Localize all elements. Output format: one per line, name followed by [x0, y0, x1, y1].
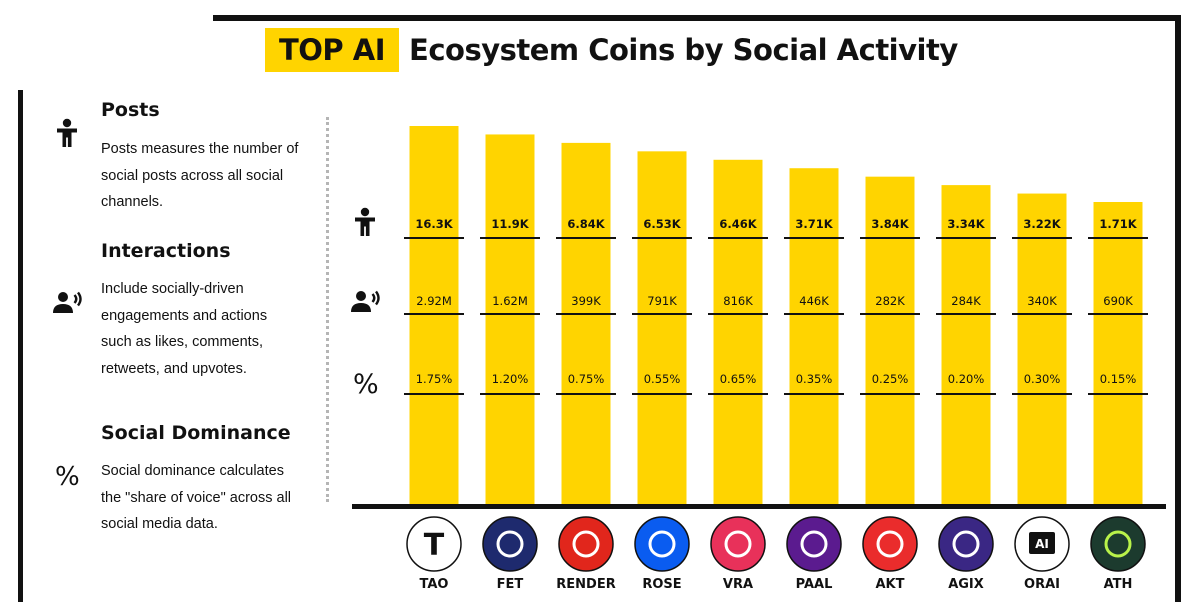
interactions-value: 446K [799, 294, 829, 308]
tao-logo-symbol: T [424, 528, 445, 563]
frame-left-border [18, 90, 23, 602]
orai-logo-symbol: AI [1035, 537, 1049, 551]
posts-value: 3.84K [871, 217, 909, 231]
interactions-value: 690K [1103, 294, 1133, 308]
dominance-value: 0.35% [796, 372, 833, 386]
dominance-value: 1.20% [492, 372, 529, 386]
frame-top-border [213, 15, 1181, 21]
coin-label-paal: PAAL [796, 577, 833, 592]
bar-paal [789, 168, 839, 504]
tao-logo [406, 516, 462, 572]
posts-value: 6.84K [567, 217, 605, 231]
posts-value: 3.71K [795, 217, 833, 231]
legend-heading-social-dominance: Social Dominance [101, 422, 291, 444]
chart-baseline [352, 504, 1166, 509]
paal-logo [786, 516, 842, 572]
dominance-value: 0.65% [720, 372, 757, 386]
fet-logo [482, 516, 538, 572]
interactions-value: 2.92M [416, 294, 452, 308]
posts-value: 3.22K [1023, 217, 1061, 231]
dominance-value: 1.75% [416, 372, 453, 386]
posts-value: 3.34K [947, 217, 985, 231]
rose-logo-mark [648, 530, 676, 558]
bar-akt [865, 176, 915, 504]
bar-vra [713, 159, 763, 504]
legend-heading-interactions: Interactions [101, 240, 231, 262]
render-logo-mark [572, 530, 600, 558]
interactions-value: 816K [723, 294, 753, 308]
legend-description-posts: Posts measures the number of social post… [101, 141, 299, 210]
bar-agix [941, 185, 991, 504]
legend-description-social-dominance: Social dominance calculates the "share o… [101, 463, 292, 532]
paal-logo-mark [800, 530, 828, 558]
posts-value: 6.53K [643, 217, 681, 231]
ath-logo-mark [1104, 530, 1132, 558]
speaking-person-icon [52, 291, 84, 322]
posts-value: 16.3K [415, 217, 453, 231]
rose-logo [634, 516, 690, 572]
person-icon [56, 118, 78, 153]
coin-label-fet: FET [497, 577, 524, 592]
orai-logo-box [1029, 532, 1055, 554]
agix-logo [938, 516, 994, 572]
interactions-value: 282K [875, 294, 905, 308]
coin-label-rose: ROSE [642, 577, 681, 592]
legend-divider [326, 117, 329, 502]
interactions-row-icon [351, 290, 380, 312]
bar-rose [637, 151, 687, 505]
percent-icon: % [55, 462, 80, 492]
dominance-value: 0.75% [568, 372, 605, 386]
bar-orai [1017, 193, 1067, 505]
interactions-value: 791K [647, 294, 677, 308]
legend-heading-posts: Posts [101, 99, 160, 121]
dominance-value: 0.55% [644, 372, 681, 386]
render-logo [558, 516, 614, 572]
vra-logo [710, 516, 766, 572]
posts-value: 11.9K [491, 217, 529, 231]
posts-value: 1.71K [1099, 217, 1137, 231]
dominance-value: 0.20% [948, 372, 985, 386]
coin-label-render: RENDER [556, 577, 615, 592]
posts-value: 6.46K [719, 217, 757, 231]
frame-right-border [1175, 15, 1181, 602]
coin-label-tao: TAO [420, 577, 449, 592]
interactions-value: 284K [951, 294, 981, 308]
dominance-value: 0.15% [1100, 372, 1137, 386]
chart-title: TOP AI Ecosystem Coins by Social Activit… [265, 28, 958, 72]
akt-logo [862, 516, 918, 572]
coin-label-vra: VRA [723, 577, 753, 592]
bar-ath [1093, 202, 1143, 504]
legend-description-interactions: Include socially-driven engagements and … [101, 281, 268, 377]
bar-fet [485, 134, 535, 504]
bar-render [561, 142, 611, 504]
coin-label-akt: AKT [875, 577, 904, 592]
interactions-value: 399K [571, 294, 601, 308]
dominance-value: 0.25% [872, 372, 909, 386]
coin-label-ath: ATH [1104, 577, 1133, 592]
interactions-value: 340K [1027, 294, 1057, 308]
agix-logo-mark [952, 530, 980, 558]
ath-logo [1090, 516, 1146, 572]
akt-logo-mark [876, 530, 904, 558]
title-text: Ecosystem Coins by Social Activity [409, 33, 958, 67]
title-highlight: TOP AI [265, 28, 400, 72]
vra-logo-mark [724, 530, 752, 558]
coin-label-orai: ORAI [1024, 577, 1060, 592]
dominance-row-icon: % [353, 369, 379, 400]
fet-logo-mark [496, 530, 524, 558]
dominance-value: 0.30% [1024, 372, 1061, 386]
interactions-value: 1.62M [492, 294, 528, 308]
coin-label-agix: AGIX [948, 577, 984, 592]
posts-row-icon [355, 207, 375, 236]
